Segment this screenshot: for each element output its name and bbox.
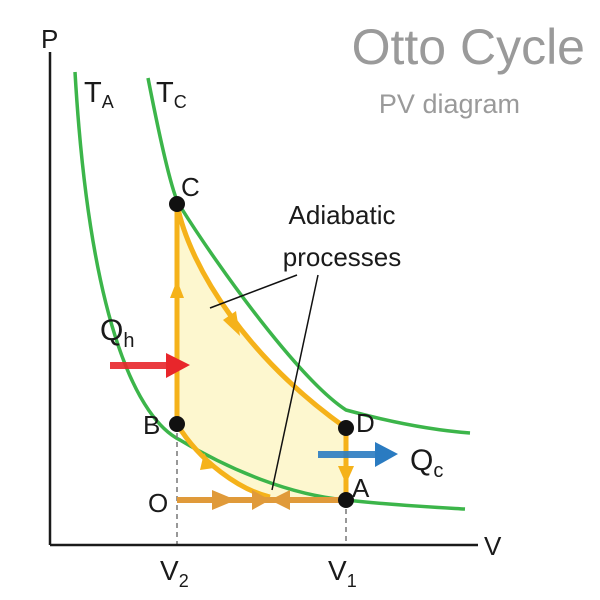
y-axis-label: P [41,24,58,54]
v1-label: V1 [328,555,357,591]
heat-in-arrow-tail [110,362,170,369]
point-b-marker [169,416,185,432]
heat-out-label: Qc [410,444,443,482]
isotherm-tc-label: TC [156,77,187,112]
diagram-subtitle: PV diagram [379,89,520,119]
heat-out-arrow-tail [318,451,378,458]
point-d-label: D [356,408,375,438]
point-a-label: A [352,473,370,503]
point-c-label: C [181,172,200,202]
annotation-line-1: Adiabatic [289,200,396,230]
annotation-pointer-1 [210,275,297,308]
diagram-title: Otto Cycle [352,19,585,75]
heat-out-arrow-head [375,442,398,467]
point-d-marker [338,420,354,436]
heat-in-label: Qh [100,314,134,352]
x-axis-label: V [484,531,502,561]
point-b-label: B [143,410,160,440]
point-o-label: O [148,488,168,518]
v2-label: V2 [160,555,189,591]
isotherm-ta-label: TA [84,77,114,112]
annotation-line-2: processes [283,242,402,272]
arrow-right-oa [212,490,236,510]
